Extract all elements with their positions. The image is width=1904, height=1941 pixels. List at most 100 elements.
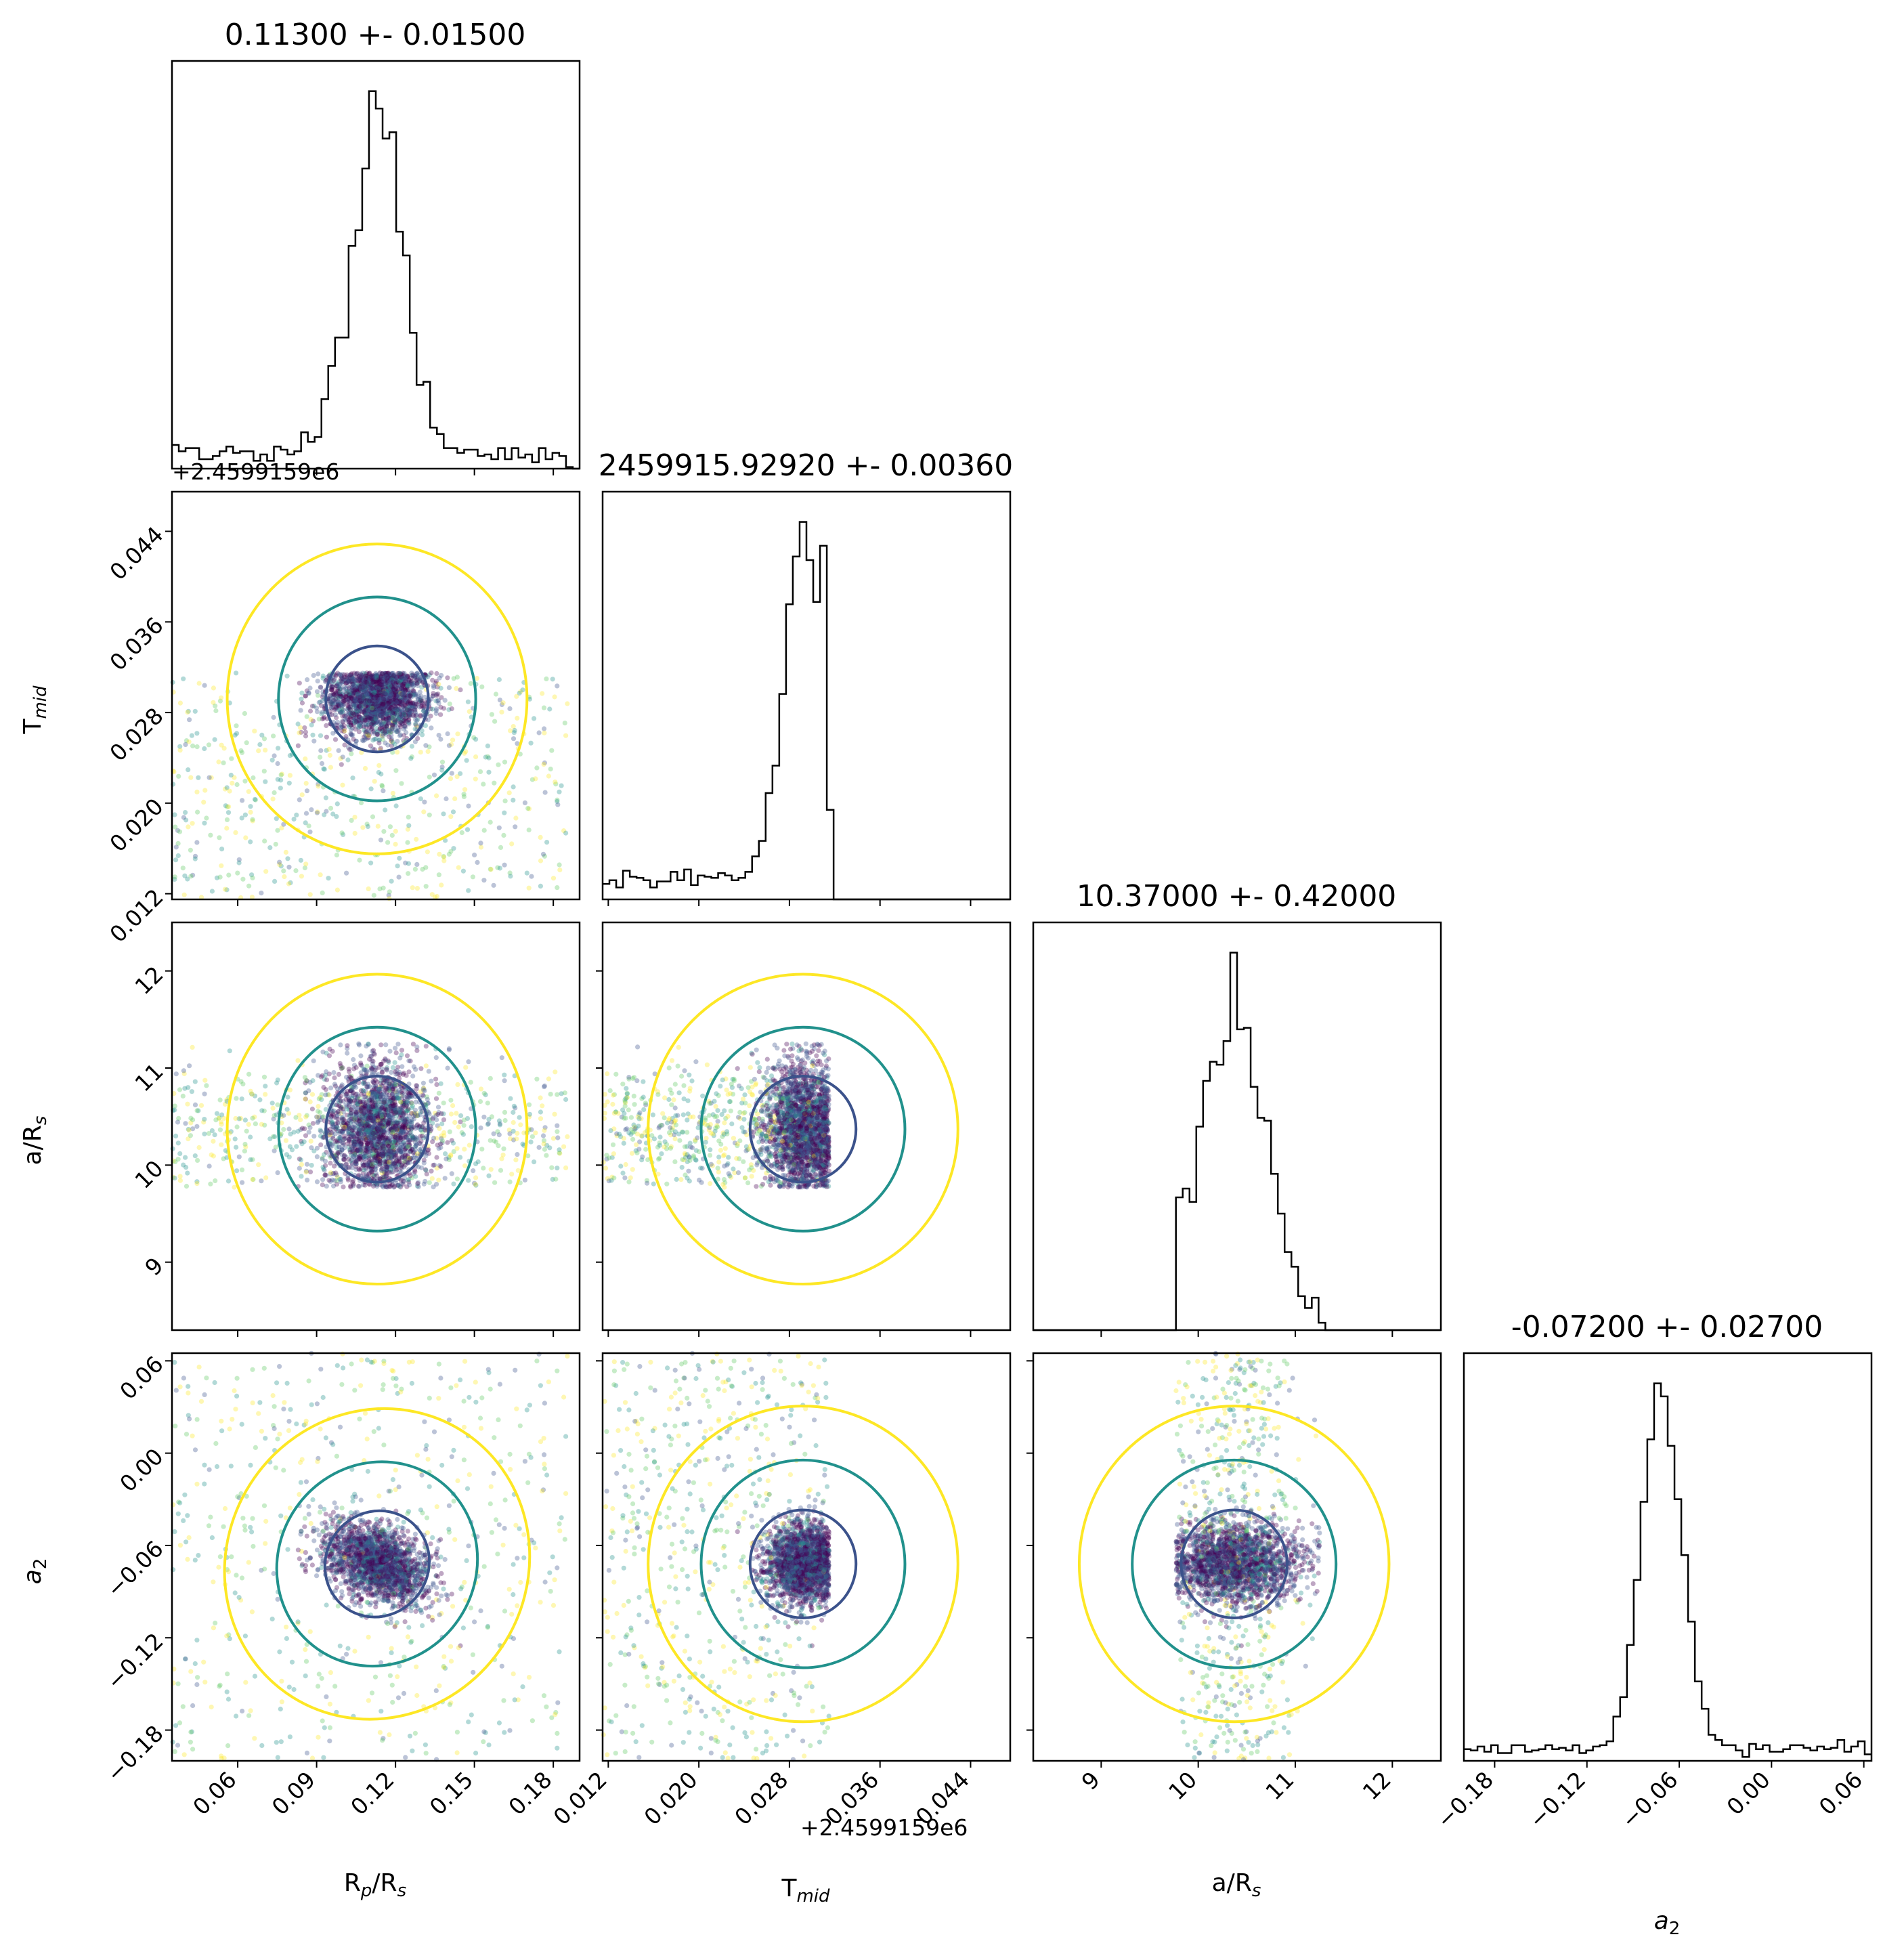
sample-point [339,1065,345,1071]
sample-point [389,693,395,698]
sample-point [376,769,381,775]
sample-point [336,696,341,701]
sample-point [299,1126,305,1131]
sample-point [390,790,396,796]
sample-point [338,1106,343,1111]
sample-point [408,693,413,698]
sample-point [365,824,371,830]
sample-point [499,709,504,714]
sample-point [458,1113,464,1118]
sample-point [423,1063,429,1069]
sample-point [211,1138,216,1144]
sample-point [339,762,344,767]
sample-point [550,1136,557,1141]
sample-point [318,685,323,690]
sample-point [448,776,454,782]
sample-point [470,874,476,880]
sample-point [398,720,404,725]
sample-point [402,696,407,702]
sample-point [351,699,357,704]
sample-point [246,789,251,794]
sample-point [177,829,183,834]
sample-point [379,679,385,685]
sample-point [348,723,353,728]
sample-point [408,756,414,761]
sample-point [334,887,340,893]
sample-point [242,1149,247,1154]
sample-point [192,1102,198,1107]
sample-point [381,885,386,891]
sample-point [413,1067,418,1072]
sample-point [291,816,297,822]
sample-point [400,670,406,676]
sample-point [194,744,200,750]
sample-point [353,719,359,725]
sample-point [415,1181,420,1187]
sample-point [450,1140,456,1146]
sample-point [216,759,221,765]
sample-point [351,682,357,688]
sample-point [550,876,557,881]
sample-point [177,1174,183,1179]
sample-point [320,1182,325,1188]
sample-point [271,714,276,720]
sample-point [248,1134,253,1140]
sample-point [345,1177,351,1182]
sample-point [263,869,269,874]
sample-point [386,721,391,726]
sample-point [276,746,281,751]
sample-point [175,1140,181,1146]
sample-point [372,690,377,696]
sample-point [377,726,383,731]
sample-point [379,1069,385,1075]
sample-point [335,1116,341,1122]
sample-point [267,845,273,851]
sample-point [548,1092,553,1097]
sample-point [286,881,292,887]
sample-point [240,1180,245,1185]
sample-point [240,1082,246,1087]
sample-point [304,1161,310,1167]
sample-point [177,1087,183,1092]
sample-point [320,890,325,895]
sample-point [181,815,186,820]
sample-point [337,672,342,677]
sample-point [387,1048,393,1054]
sample-point [332,737,339,742]
sample-point [322,1172,328,1178]
sample-point [180,1093,186,1099]
sample-point [485,743,491,748]
sample-point [283,1138,288,1143]
sample-point [391,1165,397,1170]
sample-point [508,1096,513,1101]
sample-point [446,1046,452,1052]
sample-point [555,802,561,807]
sample-point [334,801,340,807]
sample-point [355,708,361,714]
sample-point [501,1146,506,1151]
sample-point [339,830,345,836]
sample-point [362,766,368,771]
sample-point [443,796,449,802]
sample-point [175,840,181,846]
sample-point [202,1078,208,1083]
sample-point [533,1130,538,1136]
sample-point [263,779,268,784]
sample-point [303,781,309,786]
sample-point [309,807,314,813]
sample-point [185,710,190,715]
sample-point [429,1176,435,1181]
sample-point [372,1069,377,1075]
sample-point [217,835,222,840]
sample-point [294,812,299,817]
sample-point [272,1134,278,1139]
sample-point [481,1090,487,1096]
sample-point [394,683,399,689]
sample-point [433,1055,439,1061]
sample-point [414,886,420,891]
sample-point [338,725,343,730]
sample-point [481,782,486,787]
sample-point [286,1111,292,1116]
sample-point [436,1090,442,1096]
sample-point [488,1167,494,1172]
